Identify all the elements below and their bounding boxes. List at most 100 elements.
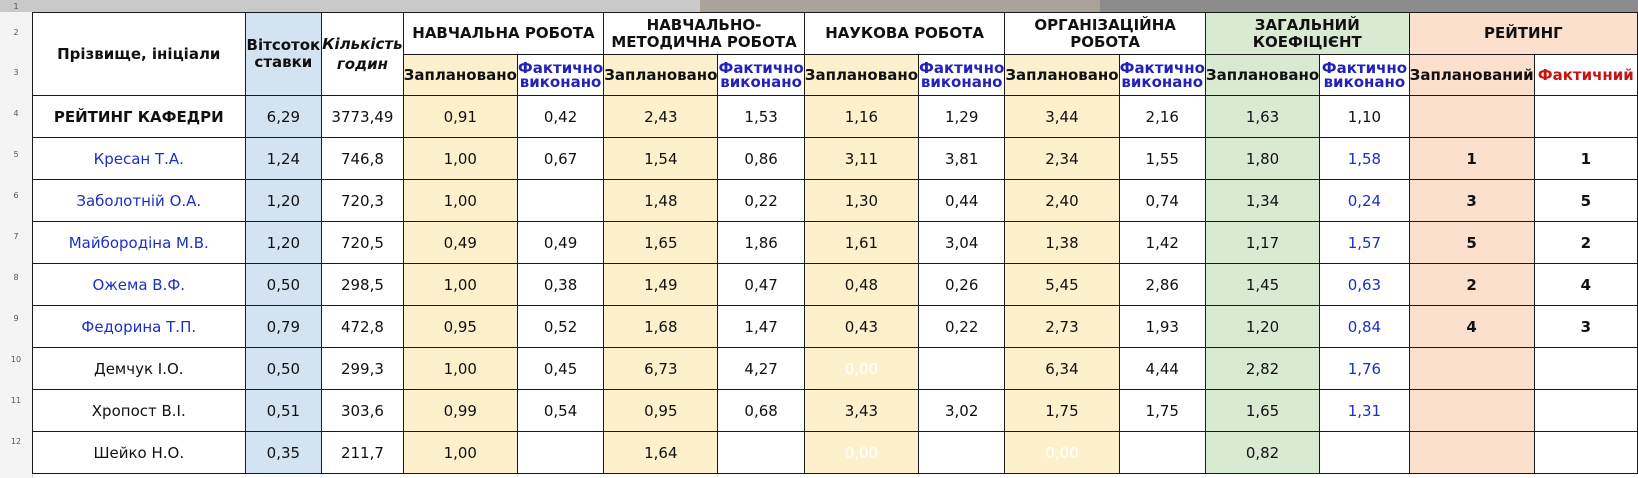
row-number[interactable]: 2	[13, 28, 19, 37]
subheader-actual[interactable]: Фактично виконано	[1118, 54, 1206, 96]
data-cell[interactable]: 0,68	[717, 389, 805, 432]
data-cell[interactable]: 0,22	[917, 305, 1006, 348]
rank-actual-cell[interactable]	[1533, 389, 1638, 432]
data-cell[interactable]: 1,42	[1118, 221, 1206, 264]
subheader-rating-planned[interactable]: Запланований	[1408, 54, 1535, 96]
summary-name-cell[interactable]: РЕЙТИНГ КАФЕДРИ	[32, 95, 246, 138]
data-cell[interactable]: 0,49	[402, 221, 518, 264]
rank-actual-cell[interactable]: 4	[1533, 263, 1638, 306]
data-cell[interactable]	[516, 179, 605, 222]
header-name-cell[interactable]: Прізвище, ініціали	[32, 12, 246, 96]
data-cell[interactable]: 5,45	[1004, 263, 1120, 306]
rate-cell[interactable]: 1,20	[244, 179, 323, 222]
hours-cell[interactable]: 472,8	[321, 305, 404, 348]
hours-cell[interactable]: 720,5	[321, 221, 404, 264]
rank-actual-cell[interactable]	[1533, 431, 1638, 474]
data-cell[interactable]: 1,68	[603, 305, 719, 348]
data-cell[interactable]: 6,34	[1004, 347, 1120, 390]
rank-actual-cell[interactable]: 3	[1533, 305, 1638, 348]
header-organizational-cell[interactable]: ОРГАНІЗАЦІЙНА РОБОТА	[1004, 12, 1206, 55]
rank-planned-cell[interactable]	[1408, 347, 1535, 390]
data-cell[interactable]: 1,65	[1204, 389, 1321, 432]
data-cell[interactable]: 0,49	[516, 221, 605, 264]
hours-cell[interactable]: 720,3	[321, 179, 404, 222]
data-cell[interactable]	[917, 431, 1006, 474]
subheader-planned[interactable]: Заплановано	[803, 54, 920, 96]
data-cell[interactable]: 0,99	[402, 389, 518, 432]
rank-planned-cell[interactable]	[1408, 389, 1535, 432]
data-cell[interactable]: 1,93	[1118, 305, 1206, 348]
data-cell[interactable]: 0,67	[516, 137, 605, 180]
rank-actual-cell[interactable]	[1533, 347, 1638, 390]
rank-planned-cell[interactable]: 4	[1408, 305, 1535, 348]
subheader-planned[interactable]: Заплановано	[603, 54, 719, 96]
data-cell[interactable]: 0,38	[516, 263, 605, 306]
data-cell[interactable]: 0,74	[1118, 179, 1206, 222]
rank-planned-cell[interactable]	[1408, 431, 1535, 474]
data-cell[interactable]: 1,55	[1118, 137, 1206, 180]
data-cell[interactable]: 1,75	[1118, 389, 1206, 432]
data-cell[interactable]: 1,57	[1319, 221, 1410, 264]
data-cell[interactable]: 1,00	[402, 179, 518, 222]
data-cell[interactable]: 2,40	[1004, 179, 1120, 222]
hours-cell[interactable]: 746,8	[321, 137, 404, 180]
header-scientific-cell[interactable]: НАУКОВА РОБОТА	[803, 12, 1006, 55]
data-cell[interactable]: 3,81	[917, 137, 1006, 180]
data-cell[interactable]: 4,44	[1118, 347, 1206, 390]
data-cell[interactable]: 0,00	[803, 347, 920, 390]
summary-cell[interactable]: 1,29	[917, 95, 1006, 138]
data-cell[interactable]: 0,00	[803, 431, 920, 474]
summary-cell[interactable]	[1533, 95, 1638, 138]
rank-actual-cell[interactable]: 5	[1533, 179, 1638, 222]
data-cell[interactable]: 1,54	[603, 137, 719, 180]
data-cell[interactable]: 2,73	[1004, 305, 1120, 348]
data-cell[interactable]: 1,00	[402, 431, 518, 474]
rank-planned-cell[interactable]: 1	[1408, 137, 1535, 180]
data-cell[interactable]: 1,00	[402, 263, 518, 306]
summary-hours-cell[interactable]: 3773,49	[321, 95, 404, 138]
rank-planned-cell[interactable]: 3	[1408, 179, 1535, 222]
data-cell[interactable]: 3,04	[917, 221, 1006, 264]
data-cell[interactable]: 1,48	[603, 179, 719, 222]
summary-rate-cell[interactable]: 6,29	[244, 95, 323, 138]
data-cell[interactable]: 1,61	[803, 221, 920, 264]
data-cell[interactable]: 1,38	[1004, 221, 1120, 264]
rate-cell[interactable]: 0,50	[244, 263, 323, 306]
name-cell[interactable]: Демчук І.О.	[32, 347, 246, 390]
data-cell[interactable]: 0,45	[516, 347, 605, 390]
data-cell[interactable]: 3,43	[803, 389, 920, 432]
data-cell[interactable]: 0,43	[803, 305, 920, 348]
data-cell[interactable]	[516, 431, 605, 474]
hours-cell[interactable]: 299,3	[321, 347, 404, 390]
data-cell[interactable]: 0,84	[1319, 305, 1410, 348]
data-cell[interactable]: 0,48	[803, 263, 920, 306]
data-cell[interactable]: 3,02	[917, 389, 1006, 432]
row-number[interactable]: 6	[13, 191, 19, 200]
data-cell[interactable]: 1,76	[1319, 347, 1410, 390]
rate-cell[interactable]: 0,51	[244, 389, 323, 432]
data-cell[interactable]: 0,54	[516, 389, 605, 432]
row-number[interactable]: 12	[10, 437, 22, 446]
rate-cell[interactable]: 0,50	[244, 347, 323, 390]
data-cell[interactable]: 1,00	[402, 137, 518, 180]
rate-cell[interactable]: 1,24	[244, 137, 323, 180]
row-number[interactable]: 11	[10, 396, 22, 405]
header-hours-cell[interactable]: Кількість годин	[321, 12, 404, 96]
header-teaching-cell[interactable]: НАВЧАЛЬНА РОБОТА	[402, 12, 605, 55]
data-cell[interactable]: 1,00	[402, 347, 518, 390]
rate-cell[interactable]: 1,20	[244, 221, 323, 264]
rate-cell[interactable]: 0,79	[244, 305, 323, 348]
hours-cell[interactable]: 298,5	[321, 263, 404, 306]
data-cell[interactable]: 1,30	[803, 179, 920, 222]
subheader-actual[interactable]: Фактично виконано	[717, 54, 805, 96]
data-cell[interactable]	[1118, 431, 1206, 474]
summary-cell[interactable]: 1,53	[717, 95, 805, 138]
data-cell[interactable]: 0,22	[717, 179, 805, 222]
data-cell[interactable]: 0,86	[717, 137, 805, 180]
subheader-planned[interactable]: Заплановано	[1004, 54, 1120, 96]
data-cell[interactable]: 1,47	[717, 305, 805, 348]
summary-cell[interactable]	[1408, 95, 1535, 138]
summary-cell[interactable]: 2,16	[1118, 95, 1206, 138]
header-methodical-cell[interactable]: НАВЧАЛЬНО-МЕТОДИЧНА РОБОТА	[603, 12, 805, 55]
summary-cell[interactable]: 1,63	[1204, 95, 1321, 138]
